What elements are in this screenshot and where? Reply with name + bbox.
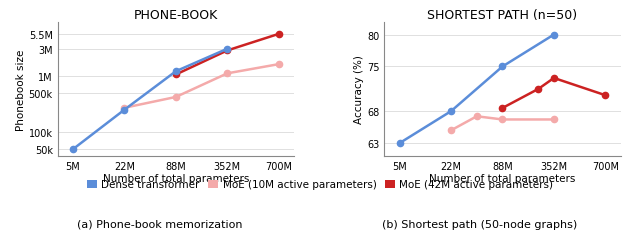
Y-axis label: Accuracy (%): Accuracy (%) xyxy=(354,55,364,124)
Legend: Dense transformer, MoE (10M active parameters), MoE (42M active parameters): Dense transformer, MoE (10M active param… xyxy=(83,176,557,194)
Title: SHORTEST PATH (n=50): SHORTEST PATH (n=50) xyxy=(428,9,577,21)
Title: PHONE-BOOK: PHONE-BOOK xyxy=(134,9,218,21)
Text: (b) Shortest path (50-node graphs): (b) Shortest path (50-node graphs) xyxy=(382,219,578,229)
Y-axis label: Phonebook size: Phonebook size xyxy=(16,49,26,130)
Text: (a) Phone-book memorization: (a) Phone-book memorization xyxy=(77,219,243,229)
X-axis label: Number of total parameters: Number of total parameters xyxy=(103,174,249,184)
X-axis label: Number of total parameters: Number of total parameters xyxy=(429,174,575,184)
